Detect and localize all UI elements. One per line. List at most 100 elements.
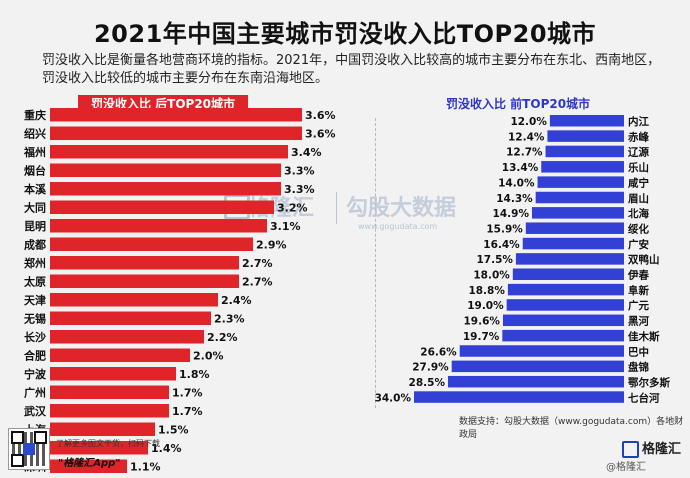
left-bar-9 — [50, 256, 239, 270]
left-value-label-17: 1.7% — [172, 405, 203, 418]
footer-note: 了解更多图文干货，扫码下载 — [56, 439, 160, 448]
right-category-label-7: 北海 — [628, 207, 649, 220]
right-bar-19 — [414, 391, 624, 403]
left-bar-18 — [50, 422, 155, 436]
left-bar-20 — [50, 459, 127, 473]
right-value-label-9: 16.4% — [483, 239, 520, 251]
left-category-label-3: 福州 — [23, 145, 46, 159]
right-bar-13 — [506, 299, 624, 311]
left-bar-12 — [50, 311, 211, 325]
left-category-label-4: 烟台 — [24, 164, 46, 178]
left-value-label-2: 3.6% — [305, 128, 336, 141]
right-value-label-15: 19.7% — [463, 331, 500, 343]
left-value-label-9: 2.7% — [242, 257, 273, 270]
right-bar-17 — [451, 360, 624, 373]
left-bar-7 — [50, 219, 267, 233]
right-value-label-1: 12.0% — [510, 116, 547, 128]
right-category-label-17: 盘锦 — [628, 361, 649, 374]
right-category-label-18: 鄂尔多斯 — [628, 376, 670, 389]
left-category-label-9: 郑州 — [24, 256, 46, 270]
right-bar-2 — [547, 130, 624, 142]
right-bar-3 — [545, 145, 624, 158]
watermark-separator — [336, 192, 337, 224]
right-value-label-19: 34.0% — [375, 392, 412, 404]
right-bar-16 — [459, 345, 624, 357]
right-category-label-11: 伊春 — [627, 269, 649, 282]
right-category-label-10: 双鸭山 — [627, 253, 660, 266]
left-value-label-4: 3.3% — [284, 165, 315, 178]
left-category-label-14: 合肥 — [24, 349, 46, 363]
left-category-label-2: 绍兴 — [24, 127, 46, 141]
left-bar-11 — [50, 293, 218, 307]
left-bar-8 — [50, 237, 253, 251]
right-bar-1 — [549, 115, 624, 127]
right-value-label-2: 12.4% — [508, 131, 545, 143]
left-category-label-10: 太原 — [23, 275, 46, 289]
right-category-label-6: 眉山 — [628, 192, 649, 205]
right-bar-18 — [447, 375, 624, 388]
left-category-label-1: 重庆 — [24, 108, 46, 122]
left-bar-6 — [50, 200, 274, 214]
left-value-label-6: 3.2% — [277, 202, 308, 215]
right-category-label-19: 七台河 — [628, 391, 660, 404]
left-value-label-10: 2.7% — [242, 276, 273, 289]
left-value-label-16: 1.7% — [172, 387, 203, 400]
right-bar-5 — [537, 176, 624, 188]
left-bar-19 — [50, 441, 148, 455]
left-value-label-5: 3.3% — [284, 183, 315, 196]
right-value-label-16: 26.6% — [420, 346, 457, 358]
right-category-label-3: 辽源 — [628, 146, 649, 159]
left-bar-5 — [50, 182, 281, 196]
right-bar-9 — [522, 237, 624, 250]
right-value-label-3: 12.7% — [506, 147, 543, 159]
right-value-label-12: 18.8% — [468, 285, 505, 297]
left-category-label-16: 广州 — [24, 386, 46, 400]
right-category-label-5: 咸宁 — [628, 176, 649, 189]
left-value-label-12: 2.3% — [214, 313, 245, 326]
left-value-label-19: 1.4% — [151, 442, 182, 455]
right-category-label-14: 黑河 — [628, 316, 649, 328]
right-value-label-14: 19.6% — [464, 316, 501, 328]
watermark-url: www.gogudata.com — [358, 222, 438, 231]
left-category-label-12: 无锡 — [23, 312, 46, 326]
right-value-label-8: 15.9% — [486, 223, 523, 235]
left-bar-16 — [50, 385, 169, 399]
right-bar-8 — [525, 222, 624, 234]
right-bar-10 — [515, 253, 624, 265]
right-value-label-4: 13.4% — [502, 162, 539, 174]
left-value-label-11: 2.4% — [221, 294, 252, 307]
right-category-label-8: 绥化 — [628, 222, 649, 235]
right-bar-6 — [535, 191, 624, 204]
qr-code[interactable] — [8, 428, 50, 470]
right-value-label-13: 19.0% — [467, 300, 504, 312]
right-value-label-6: 14.3% — [496, 193, 533, 205]
left-bar-4 — [50, 163, 281, 177]
right-value-label-5: 14.0% — [498, 177, 535, 189]
left-bar-17 — [50, 404, 169, 418]
footer-app-name: "格隆汇App" — [58, 458, 121, 469]
right-category-label-13: 广元 — [628, 299, 649, 312]
left-category-label-17: 武汉 — [24, 404, 47, 418]
left-bar-2 — [50, 126, 302, 140]
left-value-label-3: 3.4% — [291, 146, 322, 159]
left-category-label-7: 昆明 — [24, 220, 46, 233]
right-chart-title-tag: 罚没收入比 前TOP20城市 — [446, 97, 591, 111]
left-value-label-13: 2.2% — [207, 331, 238, 344]
left-bar-1 — [50, 108, 302, 122]
right-category-label-16: 巴中 — [628, 345, 649, 358]
right-bar-15 — [502, 329, 624, 342]
right-value-label-17: 27.9% — [412, 362, 449, 374]
right-category-label-15: 佳木斯 — [628, 330, 660, 343]
left-category-label-8: 成都 — [24, 238, 46, 252]
chart-title: 2021年中国主要城市罚没收入比TOP20城市 — [93, 20, 597, 48]
left-category-label-15: 宁波 — [24, 367, 47, 381]
left-category-label-11: 天津 — [24, 293, 46, 307]
left-category-label-5: 本溪 — [24, 182, 47, 196]
left-value-label-1: 3.6% — [305, 109, 336, 122]
right-category-label-1: 内江 — [628, 115, 649, 128]
left-bar-10 — [50, 274, 239, 288]
right-bar-12 — [507, 283, 624, 296]
right-category-label-4: 乐山 — [628, 161, 649, 174]
left-bar-14 — [50, 348, 190, 362]
